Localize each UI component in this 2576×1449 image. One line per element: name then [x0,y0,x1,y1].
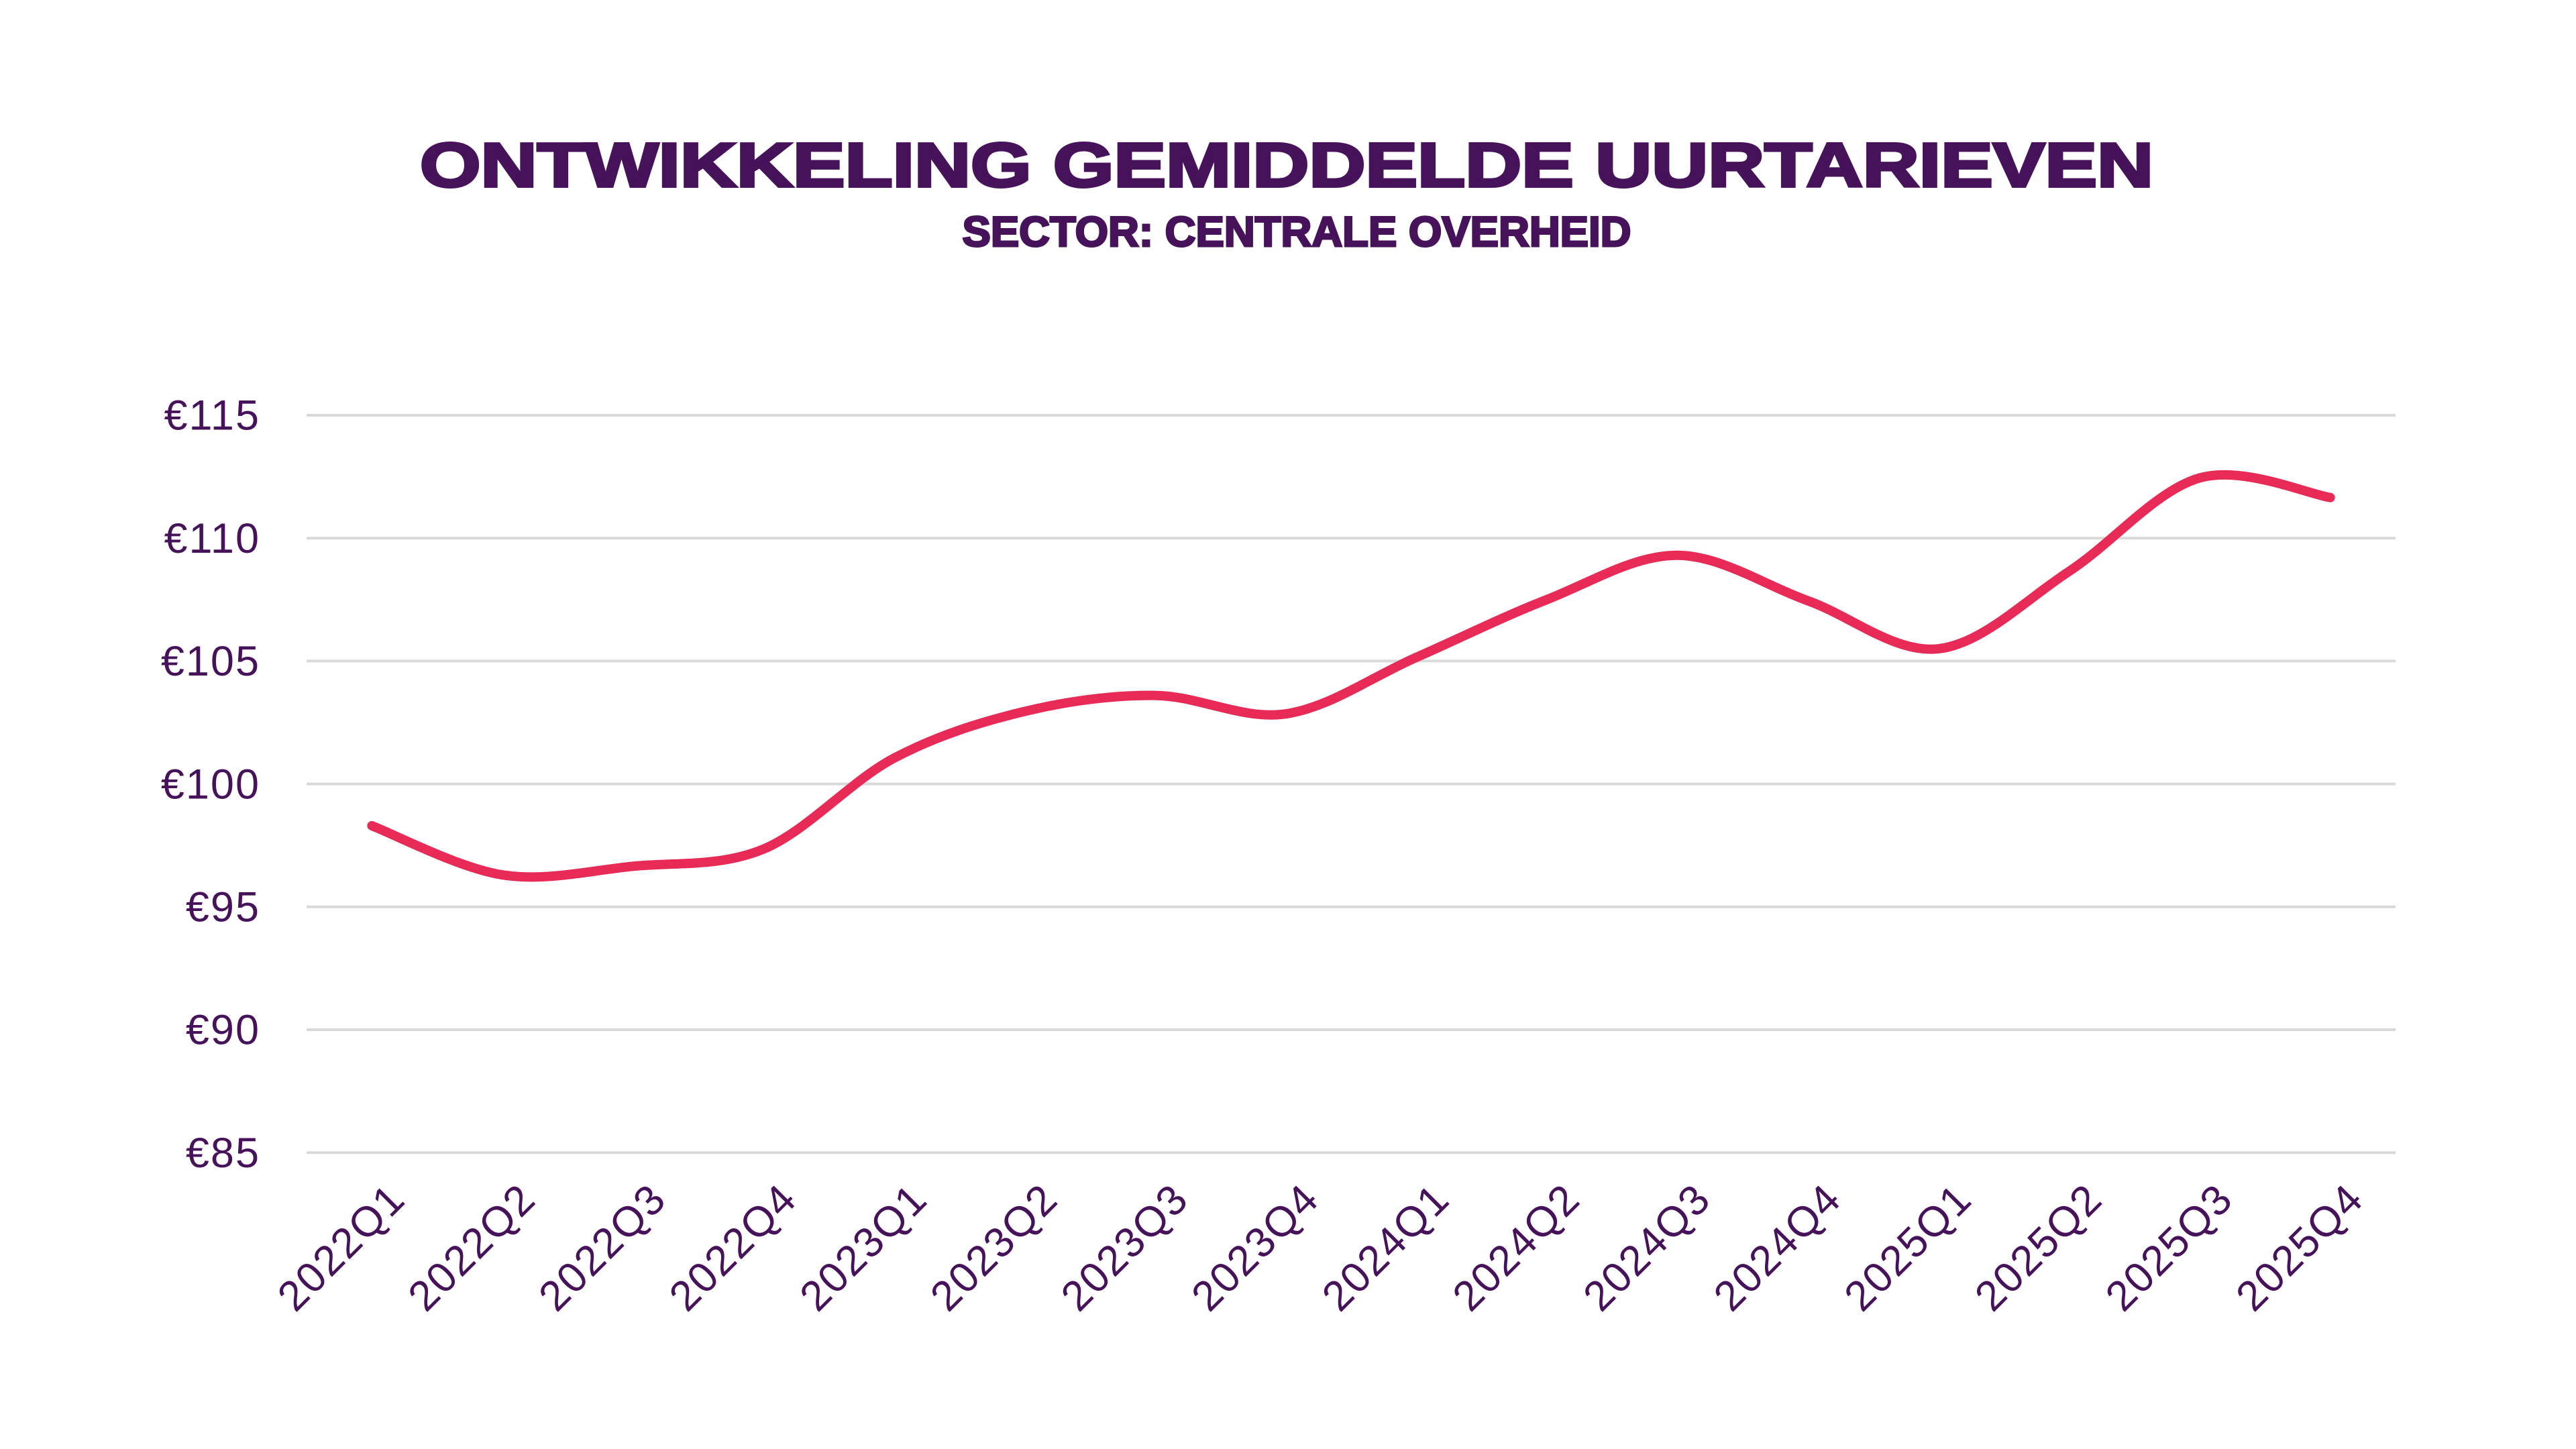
svg-text:2024Q2: 2024Q2 [1444,1175,1589,1320]
svg-text:2023Q4: 2023Q4 [1183,1175,1328,1320]
svg-text:2023Q3: 2023Q3 [1052,1175,1197,1320]
svg-text:ONTWIKKELING GEMIDDELDE UURTAR: ONTWIKKELING GEMIDDELDE UURTARIEVEN [420,130,2153,200]
svg-text:€110: €110 [164,515,260,562]
svg-text:€105: €105 [161,638,260,685]
svg-text:2022Q4: 2022Q4 [661,1175,806,1320]
svg-text:2025Q4: 2025Q4 [2227,1175,2373,1320]
svg-text:2024Q3: 2024Q3 [1574,1175,1720,1320]
svg-text:2023Q1: 2023Q1 [791,1175,936,1320]
svg-text:€115: €115 [164,392,260,439]
svg-text:2024Q1: 2024Q1 [1313,1175,1459,1320]
svg-text:2022Q3: 2022Q3 [530,1175,676,1320]
svg-text:2025Q2: 2025Q2 [1966,1175,2112,1320]
svg-text:2022Q1: 2022Q1 [269,1175,415,1320]
svg-text:2025Q3: 2025Q3 [2096,1175,2242,1320]
svg-text:€90: €90 [186,1007,260,1054]
svg-text:€100: €100 [161,761,260,808]
svg-text:€85: €85 [186,1130,260,1177]
svg-text:2025Q1: 2025Q1 [1835,1175,1981,1320]
svg-text:€95: €95 [186,884,260,931]
svg-text:2024Q4: 2024Q4 [1705,1175,1851,1320]
svg-text:SECTOR: CENTRALE OVERHEID: SECTOR: CENTRALE OVERHEID [963,209,1631,256]
svg-text:2022Q2: 2022Q2 [399,1175,545,1320]
svg-text:2023Q2: 2023Q2 [922,1175,1067,1320]
